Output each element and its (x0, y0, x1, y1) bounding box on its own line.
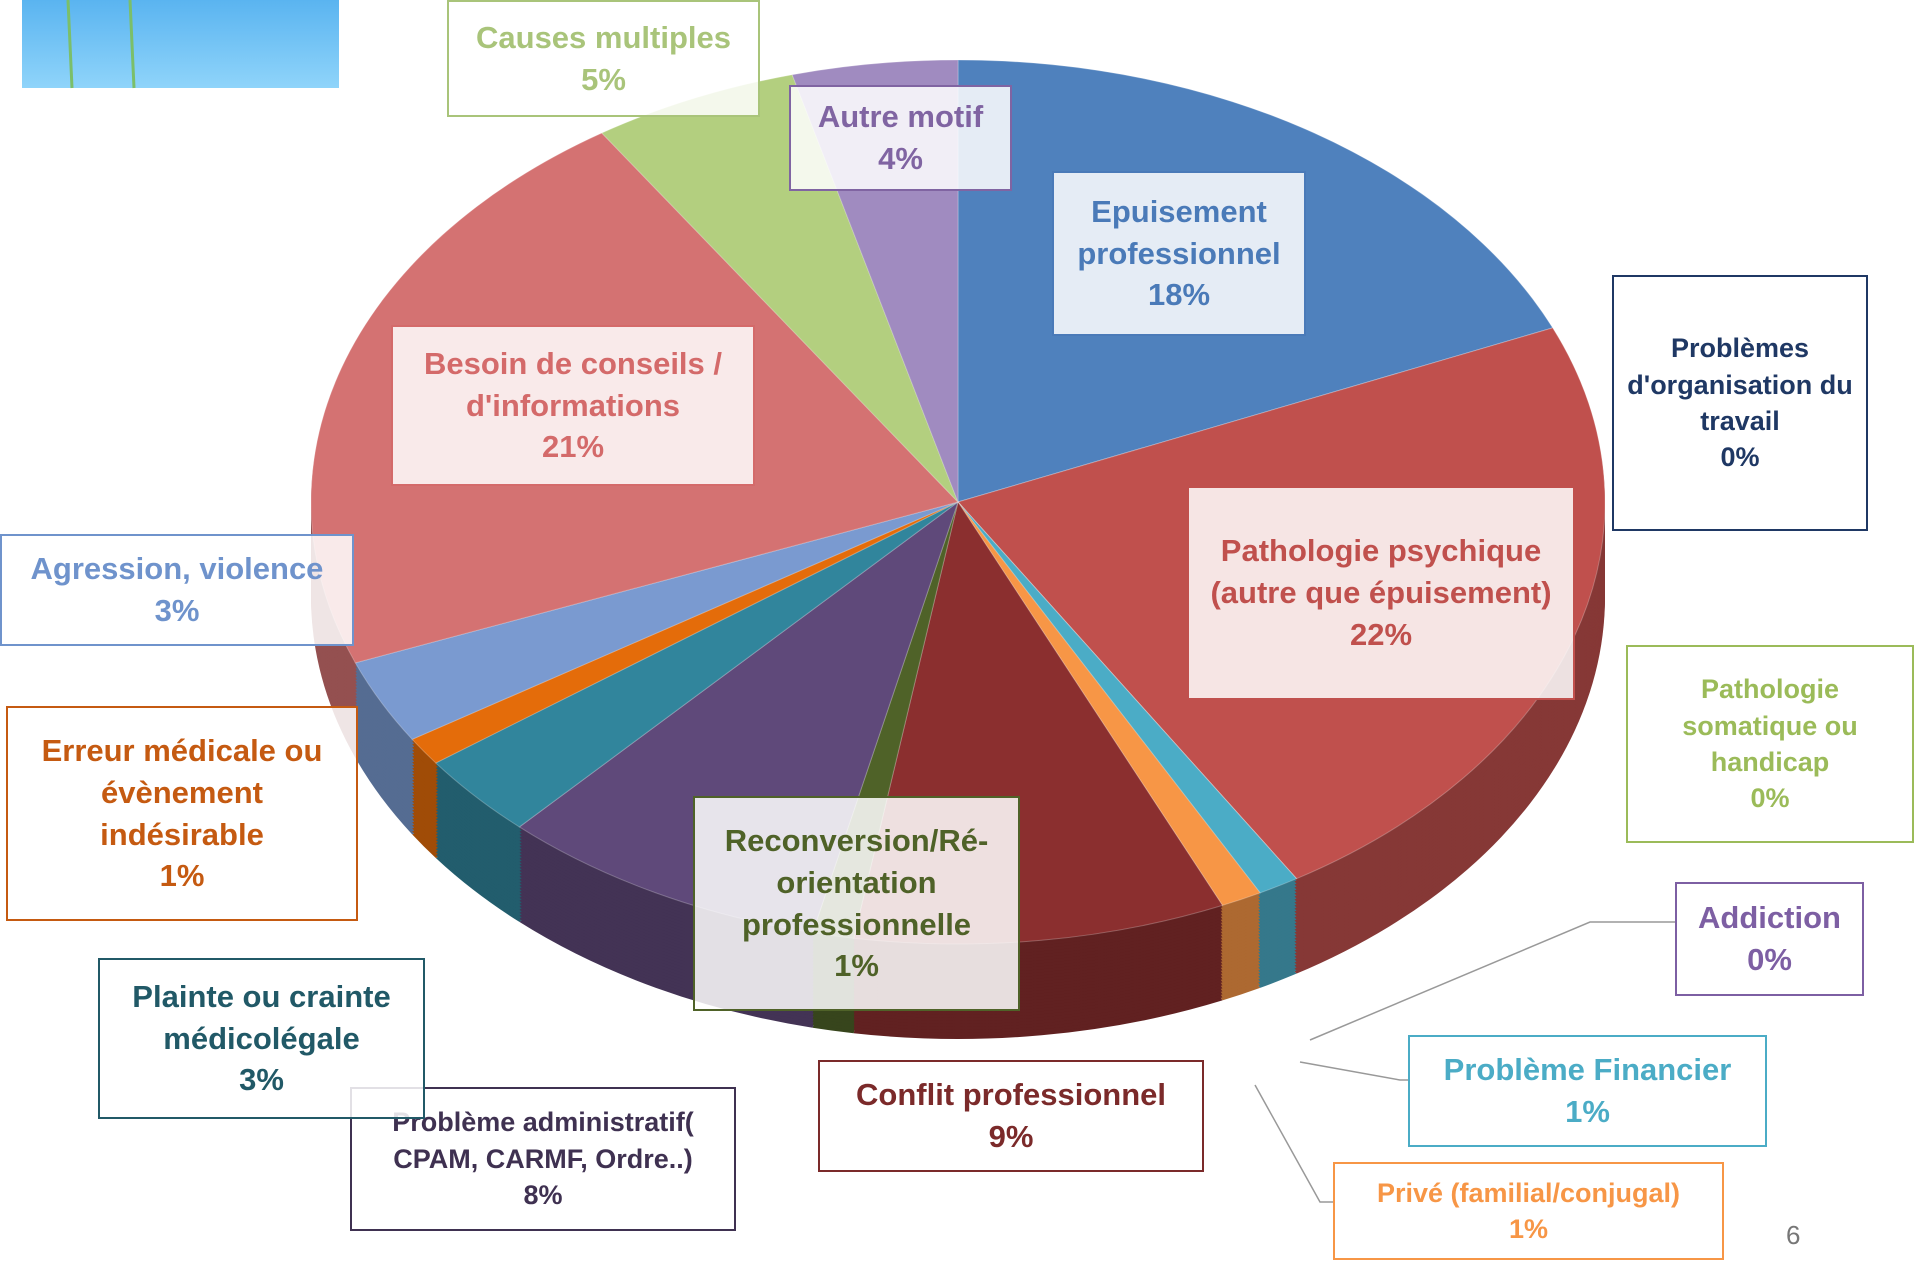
value-label: 1% (834, 948, 879, 984)
category-label: Besoin de conseils / d'informations (423, 345, 723, 423)
value-label: 1% (159, 858, 205, 894)
data-label: Privé (familial/conjugal) 1% (1333, 1162, 1724, 1260)
category-label: Agression, violence (30, 551, 324, 587)
data-label: Addiction 0% (1675, 882, 1864, 996)
value-label: 3% (239, 1062, 284, 1098)
data-label: Pathologie somatique ou handicap 0% (1626, 645, 1914, 843)
leader-lines (1254, 921, 1675, 1203)
slice (957, 501, 1261, 906)
data-label: Problème Financier 1% (1408, 1035, 1767, 1147)
data-label: Agression, violence 3% (0, 534, 354, 646)
leader-line (1254, 1084, 1333, 1203)
data-label: Erreur médicale ou évènement indésirable… (6, 706, 358, 921)
slice (411, 501, 959, 764)
slice (434, 501, 959, 828)
category-label: Problèmes d'organisation du travail (1627, 333, 1853, 436)
value-label: 18% (1147, 277, 1211, 313)
value-label: 3% (154, 593, 200, 628)
category-label: Erreur médicale ou évènement indésirable (41, 732, 323, 852)
photo (22, 0, 339, 88)
value-label: 0% (1720, 442, 1760, 473)
data-label: Conflit professionnel 9% (818, 1060, 1204, 1172)
category-label: Addiction (1698, 900, 1841, 936)
value-label: 5% (581, 61, 626, 97)
category-label: Problème administratif( CPAM, CARMF, Ord… (392, 1107, 694, 1174)
data-label: Pathologie psychique (autre que épuiseme… (1187, 486, 1575, 700)
category-label: Causes multiples (476, 19, 731, 55)
category-label: Plainte ou crainte médicolégale (132, 978, 391, 1056)
data-label: Problèmes d'organisation du travail 0% (1612, 275, 1868, 531)
slice (354, 501, 959, 740)
data-label: Autre motif 4% (789, 85, 1012, 191)
page-number: 6 (1786, 1220, 1801, 1250)
data-label: Reconversion/Ré-orientation professionne… (693, 796, 1020, 1011)
value-label: 21% (541, 429, 605, 465)
category-label: Pathologie psychique (autre que épuiseme… (1210, 533, 1552, 611)
photo-stem (128, 0, 136, 89)
slice (957, 501, 1298, 894)
value-label: 1% (1508, 1214, 1549, 1244)
value-label: 8% (523, 1180, 563, 1211)
data-label: Besoin de conseils / d'informations 21% (391, 325, 755, 486)
value-label: 1% (1565, 1094, 1610, 1129)
data-label: Plainte ou crainte médicolégale 3% (98, 958, 425, 1119)
category-label: Epuisement professionnel (1077, 193, 1281, 271)
data-label: Causes multiples 5% (447, 0, 760, 117)
value-label: 0% (1747, 942, 1792, 977)
value-label: 22% (1349, 616, 1413, 652)
category-label: Privé (familial/conjugal) (1376, 1177, 1681, 1208)
photo-stem (66, 0, 74, 89)
category-label: Problème Financier (1443, 1052, 1732, 1088)
data-label: Epuisement professionnel 18% (1052, 171, 1306, 336)
leader-line (1309, 921, 1675, 1041)
value-label: 0% (1750, 783, 1790, 814)
category-label: Pathologie somatique ou handicap (1682, 674, 1858, 777)
category-label: Autre motif (817, 99, 984, 135)
category-label: Conflit professionnel (856, 1077, 1166, 1113)
value-label: 9% (988, 1119, 1034, 1154)
value-label: 4% (878, 141, 923, 176)
category-label: Reconversion/Ré-orientation professionne… (724, 822, 989, 942)
leader-line (1299, 1061, 1408, 1081)
